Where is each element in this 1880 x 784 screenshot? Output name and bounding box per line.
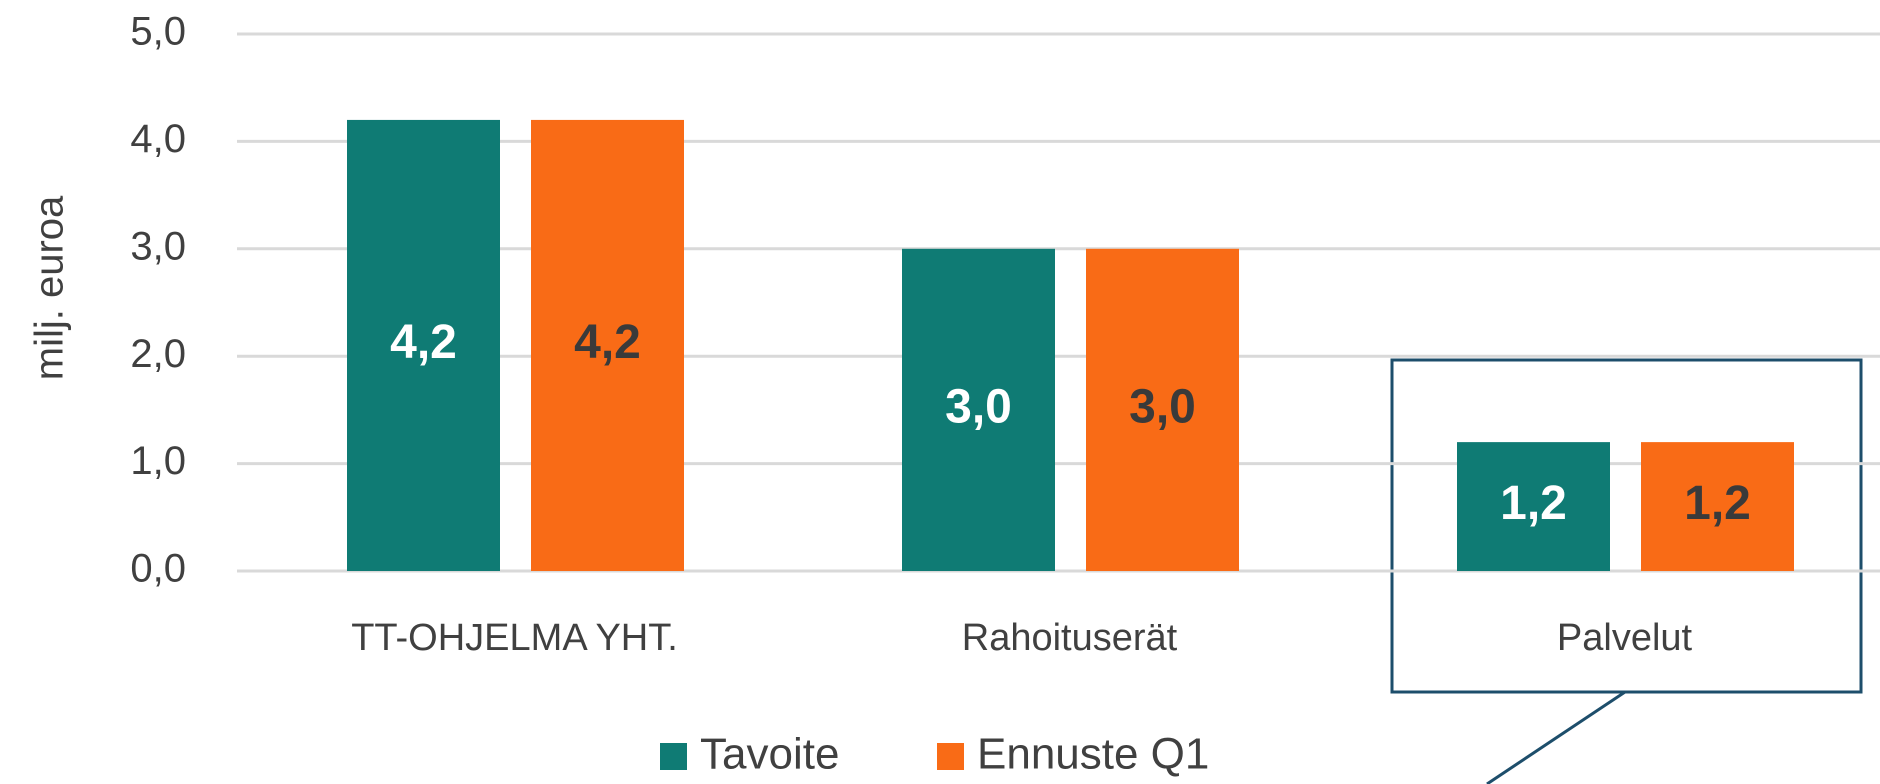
value-label: 3,0 xyxy=(1129,381,1196,434)
x-tick-label: TT-OHJELMA YHT. xyxy=(351,617,678,659)
legend-label: Tavoite xyxy=(700,730,839,779)
callout-line xyxy=(1486,690,1626,784)
value-label: 4,2 xyxy=(574,316,641,369)
legend-label: Ennuste Q1 xyxy=(977,730,1209,779)
bar xyxy=(347,119,500,572)
y-tick-label: 3,0 xyxy=(130,224,186,268)
y-tick-label: 0,0 xyxy=(130,547,186,591)
bar xyxy=(1641,442,1794,571)
y-tick-label: 1,0 xyxy=(130,439,186,483)
y-tick-label: 4,0 xyxy=(130,117,186,161)
value-label: 4,2 xyxy=(390,316,457,369)
value-label: 1,2 xyxy=(1500,477,1567,530)
bar xyxy=(531,119,684,572)
y-tick-label: 5,0 xyxy=(130,10,186,54)
y-axis-label: milj. euroa xyxy=(28,195,72,380)
value-label: 3,0 xyxy=(945,381,1012,434)
legend-swatch xyxy=(937,743,964,770)
value-label: 1,2 xyxy=(1684,477,1751,530)
x-tick-label: Palvelut xyxy=(1557,617,1693,659)
legend-swatch xyxy=(660,743,687,770)
x-tick-label: Rahoituserät xyxy=(962,617,1178,659)
bar xyxy=(1457,442,1610,571)
y-tick-label: 2,0 xyxy=(130,332,186,376)
highlight-box xyxy=(1390,358,1863,694)
bar xyxy=(902,248,1055,572)
bar xyxy=(1086,248,1239,572)
